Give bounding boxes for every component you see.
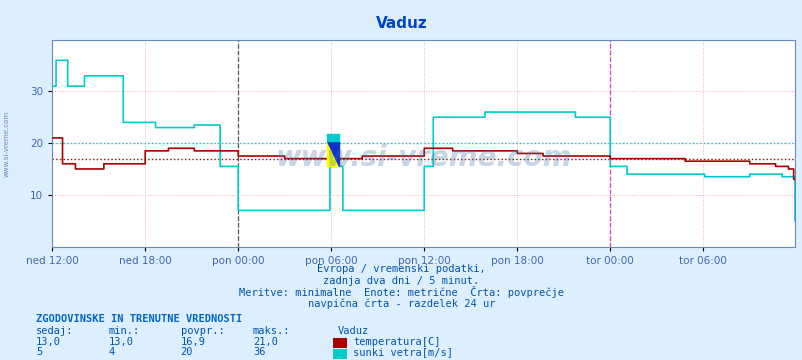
Text: Evropa / vremenski podatki,: Evropa / vremenski podatki, bbox=[317, 264, 485, 274]
Polygon shape bbox=[327, 140, 338, 166]
Text: 13,0: 13,0 bbox=[36, 337, 61, 347]
Text: 5: 5 bbox=[36, 347, 43, 357]
Text: Vaduz: Vaduz bbox=[375, 16, 427, 31]
Text: zadnja dva dni / 5 minut.: zadnja dva dni / 5 minut. bbox=[323, 276, 479, 287]
Text: povpr.:: povpr.: bbox=[180, 326, 224, 336]
Text: 13,0: 13,0 bbox=[108, 337, 133, 347]
Polygon shape bbox=[327, 140, 338, 166]
Text: Meritve: minimalne  Enote: metrične  Črta: povprečje: Meritve: minimalne Enote: metrične Črta:… bbox=[239, 286, 563, 298]
Text: Vaduz: Vaduz bbox=[337, 326, 368, 336]
Text: www.si-vreme.com: www.si-vreme.com bbox=[3, 111, 10, 177]
Text: sedaj:: sedaj: bbox=[36, 326, 74, 336]
Text: 4: 4 bbox=[108, 347, 115, 357]
Text: 16,9: 16,9 bbox=[180, 337, 205, 347]
Text: maks.:: maks.: bbox=[253, 326, 290, 336]
Text: 21,0: 21,0 bbox=[253, 337, 277, 347]
Text: 20: 20 bbox=[180, 347, 193, 357]
Text: ZGODOVINSKE IN TRENUTNE VREDNOSTI: ZGODOVINSKE IN TRENUTNE VREDNOSTI bbox=[36, 314, 242, 324]
Text: sunki vetra[m/s]: sunki vetra[m/s] bbox=[353, 347, 453, 357]
Text: navpična črta - razdelek 24 ur: navpična črta - razdelek 24 ur bbox=[307, 298, 495, 309]
Text: 36: 36 bbox=[253, 347, 265, 357]
Text: www.si-vreme.com: www.si-vreme.com bbox=[275, 144, 571, 172]
Text: min.:: min.: bbox=[108, 326, 140, 336]
Text: temperatura[C]: temperatura[C] bbox=[353, 337, 440, 347]
